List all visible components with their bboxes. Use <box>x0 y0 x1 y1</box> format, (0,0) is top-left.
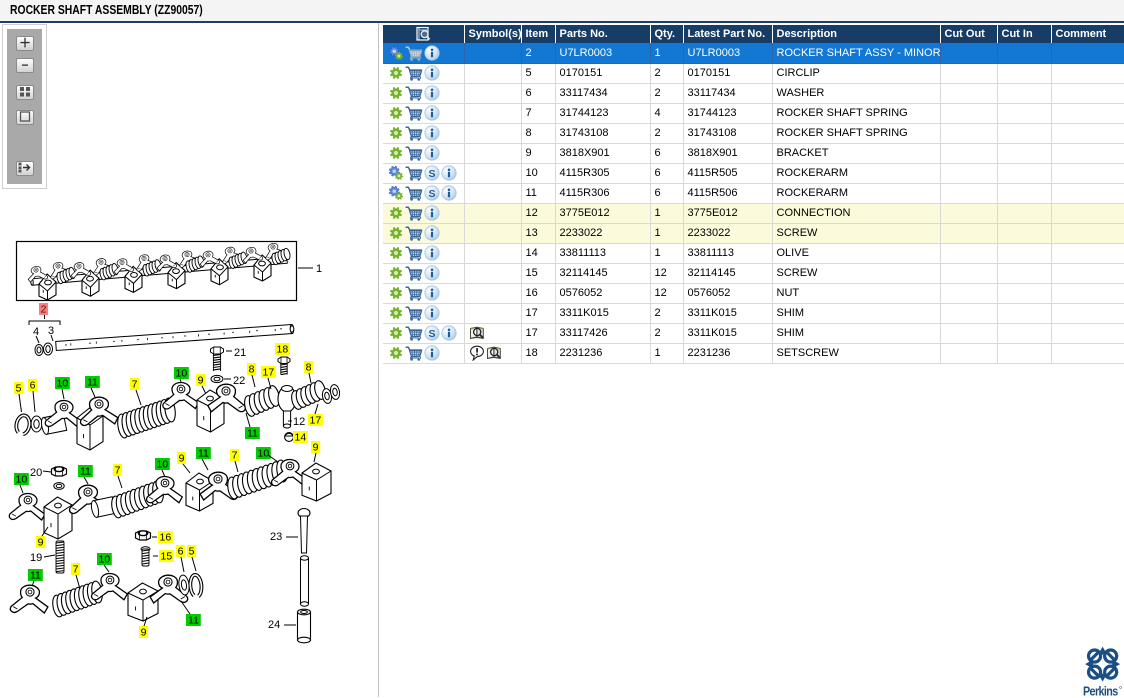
svg-text:10: 10 <box>99 554 111 566</box>
svg-text:8: 8 <box>249 364 255 376</box>
svg-text:10: 10 <box>157 459 169 471</box>
svg-text:11: 11 <box>188 615 199 627</box>
svg-text:7: 7 <box>132 379 138 391</box>
svg-text:9: 9 <box>38 537 44 549</box>
svg-text:17: 17 <box>310 415 322 427</box>
svg-text:15: 15 <box>161 551 173 563</box>
svg-text:11: 11 <box>80 466 91 478</box>
svg-text:10: 10 <box>176 368 188 380</box>
svg-text:19: 19 <box>30 552 42 564</box>
svg-text:3: 3 <box>48 325 54 337</box>
svg-text:2: 2 <box>41 304 47 316</box>
svg-text:11: 11 <box>30 570 41 582</box>
svg-text:21: 21 <box>234 347 246 359</box>
svg-text:8: 8 <box>306 362 312 374</box>
svg-text:11: 11 <box>198 448 209 460</box>
svg-text:22: 22 <box>233 375 245 387</box>
svg-text:7: 7 <box>232 450 238 462</box>
svg-text:9: 9 <box>313 442 319 454</box>
svg-text:14: 14 <box>295 432 307 444</box>
svg-text:5: 5 <box>16 383 22 395</box>
svg-text:17: 17 <box>263 367 275 379</box>
svg-text:11: 11 <box>87 377 98 389</box>
svg-text:10: 10 <box>16 474 28 486</box>
svg-text:11: 11 <box>247 428 258 440</box>
svg-text:12: 12 <box>293 416 305 428</box>
svg-text:5: 5 <box>189 546 195 558</box>
svg-text:16: 16 <box>160 532 172 544</box>
svg-text:6: 6 <box>30 380 36 392</box>
svg-text:1: 1 <box>316 263 322 275</box>
svg-text:Perkins: Perkins <box>1083 685 1118 698</box>
svg-text:7: 7 <box>73 564 79 576</box>
svg-text:9: 9 <box>198 375 204 387</box>
svg-text:10: 10 <box>57 378 69 390</box>
svg-text:18: 18 <box>277 344 289 356</box>
svg-text:9: 9 <box>141 627 147 639</box>
svg-text:20: 20 <box>30 467 42 479</box>
svg-text:24: 24 <box>268 619 280 631</box>
svg-text:7: 7 <box>115 465 121 477</box>
svg-text:6: 6 <box>178 546 184 558</box>
svg-text:10: 10 <box>258 448 270 460</box>
svg-text:23: 23 <box>270 531 282 543</box>
svg-text:4: 4 <box>33 326 39 338</box>
svg-text:9: 9 <box>179 453 185 465</box>
